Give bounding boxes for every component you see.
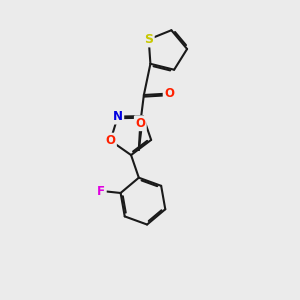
Text: O: O — [105, 134, 116, 147]
Text: N: N — [113, 110, 123, 123]
Text: O: O — [164, 87, 174, 100]
Text: F: F — [97, 185, 105, 198]
Text: S: S — [144, 33, 153, 46]
Text: O: O — [135, 117, 145, 130]
